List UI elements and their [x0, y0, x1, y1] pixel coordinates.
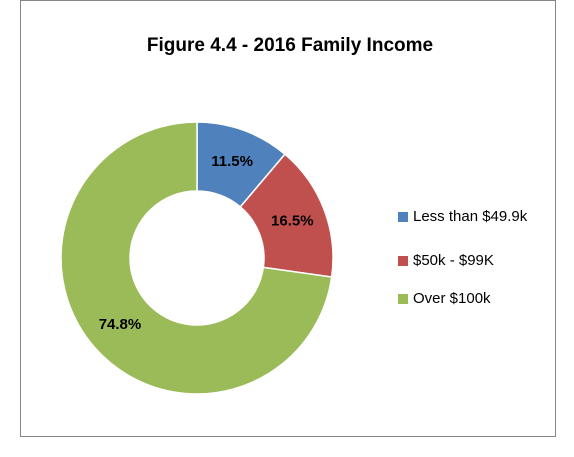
legend-label: Over $100k	[413, 290, 491, 307]
donut-slice	[239, 153, 334, 278]
legend-label: Less than $49.9k	[413, 208, 528, 225]
data-label: 11.5%	[211, 153, 253, 170]
chart-title: Figure 4.4 - 2016 Family Income	[147, 35, 433, 56]
donut-slice	[60, 121, 333, 395]
legend-label: $50k - $99K	[413, 252, 494, 269]
data-label: 16.5%	[271, 213, 314, 230]
legend-swatch	[398, 212, 408, 222]
data-label: 74.8%	[99, 316, 142, 333]
legend-swatch	[398, 294, 408, 304]
legend-swatch	[398, 256, 408, 266]
